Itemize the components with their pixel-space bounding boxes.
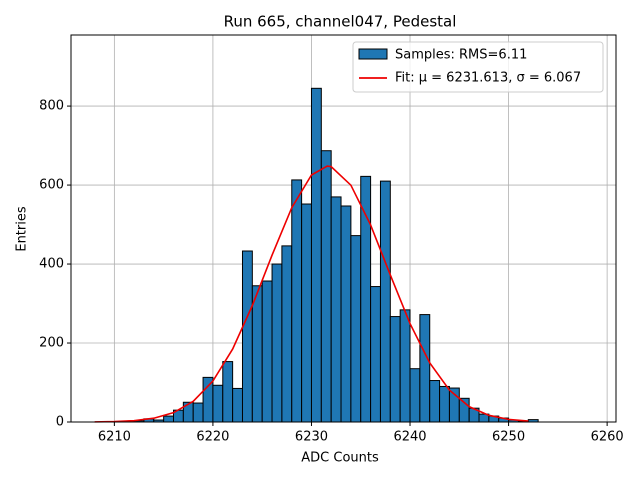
bar: [202, 376, 214, 423]
x-tick-label: 6250: [492, 430, 525, 445]
bar: [409, 368, 421, 423]
bar: [241, 250, 253, 423]
bar: [310, 87, 322, 423]
bar: [429, 380, 441, 423]
bar: [251, 285, 263, 423]
x-tick-label: 6260: [591, 430, 624, 445]
bar: [182, 401, 194, 423]
bar: [419, 314, 431, 423]
bar: [448, 387, 460, 423]
bar: [163, 415, 174, 423]
bar: [291, 179, 303, 423]
bar: [222, 361, 234, 423]
bar: [350, 235, 362, 423]
bar: [340, 205, 352, 423]
x-tick-label: 6240: [393, 430, 426, 445]
x-axis-label: ADC Counts: [301, 451, 379, 466]
x-tick-label: 6220: [196, 430, 229, 445]
fit-line: [94, 165, 529, 423]
legend-swatch: [358, 48, 388, 60]
y-tick-label: 0: [56, 415, 64, 430]
bar: [330, 196, 342, 423]
legend-box: [352, 41, 604, 93]
bar: [389, 316, 401, 423]
legend-label: Samples: RMS=6.11: [395, 48, 527, 63]
bar: [261, 280, 273, 423]
bar: [271, 263, 283, 423]
legend: Samples: RMS=6.11 Fit: μ = 6231.613, σ = …: [352, 41, 604, 93]
y-tick-label: 200: [39, 336, 64, 351]
bar: [212, 384, 224, 423]
bar: [399, 309, 411, 423]
y-tick-label: 600: [39, 178, 64, 193]
bar: [301, 203, 312, 423]
legend-label: Fit: μ = 6231.613, σ = 6.067: [395, 71, 581, 86]
bar: [320, 150, 332, 423]
bar: [192, 402, 204, 423]
x-tick-label: 6230: [295, 430, 328, 445]
y-tick-label: 800: [39, 99, 64, 114]
bar: [281, 245, 293, 423]
y-tick-label: 400: [39, 257, 64, 272]
y-axis-label: Entries: [15, 206, 30, 252]
bar: [232, 387, 243, 423]
bar: [379, 180, 391, 423]
plot-frame: [70, 34, 617, 423]
bar: [439, 385, 450, 423]
chart-title: Run 665, channel047, Pedestal: [224, 13, 457, 31]
x-tick-label: 6210: [98, 430, 131, 445]
bar: [370, 286, 381, 423]
